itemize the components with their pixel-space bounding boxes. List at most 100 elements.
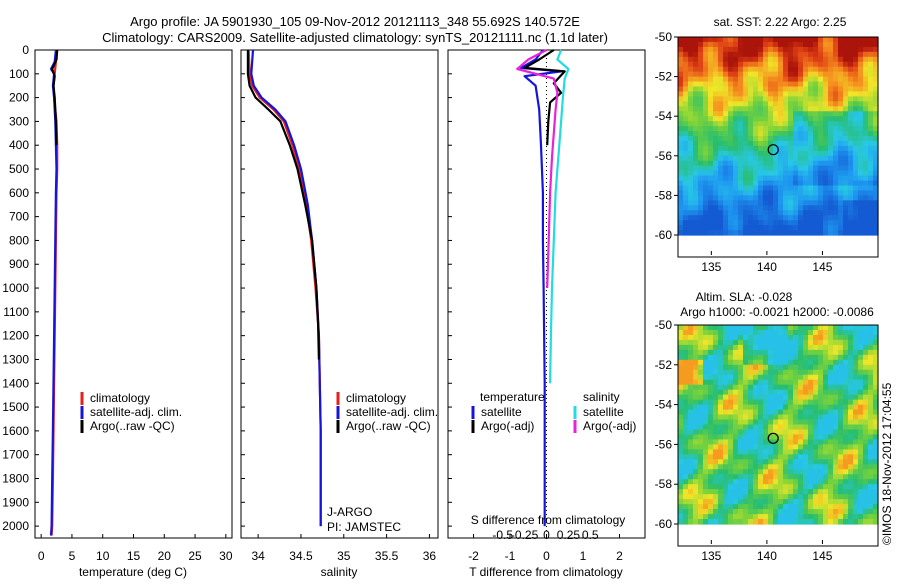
- heatmap-cell: [703, 499, 709, 505]
- heatmap-cell: [848, 180, 854, 187]
- heatmap-cell: [698, 185, 704, 192]
- heatmap-cell: [783, 434, 789, 441]
- heatmap-cell: [753, 339, 759, 346]
- heatmap-cell: [873, 180, 879, 187]
- heatmap-cell: [808, 66, 814, 73]
- heatmap-cell: [868, 404, 874, 411]
- heatmap-cell: [678, 419, 684, 426]
- heatmap-cell: [848, 220, 854, 226]
- heatmap-cell: [733, 145, 739, 152]
- heatmap-cell: [803, 514, 809, 520]
- heatmap-cell: [723, 86, 729, 93]
- heatmap-cell: [763, 334, 769, 341]
- heatmap-cell: [678, 66, 684, 73]
- heatmap-cell: [713, 46, 719, 53]
- heatmap-cell: [833, 116, 839, 122]
- heatmap-cell: [858, 434, 864, 441]
- heatmap-cell: [688, 106, 694, 112]
- heatmap-cell: [703, 150, 709, 157]
- heatmap-cell: [833, 454, 839, 460]
- heatmap-cell: [783, 329, 789, 336]
- heatmap-cell: [793, 210, 799, 216]
- heatmap-cell: [748, 200, 754, 206]
- heatmap-cell: [793, 140, 799, 147]
- heatmap-cell: [688, 150, 694, 157]
- heatmap-cell: [788, 116, 794, 122]
- heatmap-cell: [743, 519, 749, 525]
- heatmap-cell: [758, 155, 764, 162]
- heatmap-cell: [738, 195, 744, 201]
- heatmap-cell: [723, 374, 729, 381]
- heatmap-cell: [753, 419, 759, 426]
- heatmap-cell: [858, 379, 864, 386]
- heatmap-cell: [803, 379, 809, 386]
- heatmap-cell: [803, 364, 809, 371]
- heatmap-cell: [683, 334, 689, 341]
- heatmap-cell: [728, 344, 734, 351]
- heatmap-cell: [733, 140, 739, 147]
- heatmap-cell: [683, 86, 689, 93]
- heatmap-cell: [868, 230, 874, 236]
- heatmap-cell: [868, 37, 874, 43]
- heatmap-cell: [733, 464, 739, 470]
- heatmap-cell: [813, 165, 819, 172]
- heatmap-cell: [753, 499, 759, 505]
- series-line-argo: [246, 50, 320, 360]
- heatmap-cell: [848, 339, 854, 346]
- heatmap-cell: [843, 215, 849, 221]
- heatmap-cell: [713, 91, 719, 97]
- heatmap-cell: [808, 91, 814, 97]
- depth-tick-label: 1200: [2, 329, 29, 343]
- heatmap-cell: [803, 479, 809, 485]
- heatmap-cell: [803, 37, 809, 43]
- heatmap-cell: [838, 145, 844, 152]
- heatmap-cell: [868, 409, 874, 416]
- heatmap-cell: [768, 419, 774, 426]
- heatmap-cell: [848, 71, 854, 78]
- heatmap-cell: [783, 334, 789, 341]
- heatmap-cell: [703, 136, 709, 142]
- heatmap-cell: [768, 339, 774, 346]
- heatmap-cell: [758, 354, 764, 361]
- heatmap-cell: [793, 419, 799, 426]
- heatmap-cell: [773, 329, 779, 336]
- figure-title-line2: Climatology: CARS2009. Satellite-adjuste…: [102, 30, 608, 45]
- heatmap-cell: [778, 160, 784, 167]
- heatmap-cell: [703, 339, 709, 346]
- heatmap-cell: [703, 165, 709, 172]
- heatmap-cell: [813, 66, 819, 73]
- heatmap-cell: [763, 185, 769, 192]
- heatmap-cell: [763, 150, 769, 157]
- heatmap-cell: [763, 449, 769, 455]
- map-x-tick-label: 135: [701, 260, 721, 274]
- heatmap-cell: [718, 364, 724, 371]
- heatmap-cell: [683, 514, 689, 520]
- heatmap-cell: [828, 474, 834, 480]
- heatmap-cell: [848, 140, 854, 147]
- heatmap-cell: [698, 51, 704, 58]
- heatmap-cell: [818, 449, 824, 455]
- heatmap-cell: [833, 71, 839, 78]
- heatmap-cell: [853, 71, 859, 78]
- heatmap-cell: [718, 344, 724, 351]
- heatmap-cell: [858, 389, 864, 396]
- heatmap-cell: [863, 106, 869, 112]
- heatmap-cell: [843, 434, 849, 441]
- heatmap-cell: [728, 484, 734, 490]
- heatmap-cell: [858, 444, 864, 450]
- heatmap-cell: [858, 190, 864, 196]
- heatmap-cell: [818, 101, 824, 107]
- heatmap-cell: [733, 339, 739, 346]
- heatmap-cell: [688, 71, 694, 78]
- heatmap-cell: [693, 106, 699, 112]
- heatmap-cell: [703, 519, 709, 525]
- heatmap-cell: [678, 494, 684, 500]
- heatmap-cell: [783, 354, 789, 361]
- heatmap-cell: [828, 384, 834, 391]
- secondary-x-tick-label: 0.25: [557, 528, 581, 542]
- heatmap-cell: [693, 140, 699, 147]
- heatmap-cell: [728, 369, 734, 376]
- heatmap-cell: [728, 499, 734, 505]
- heatmap-cell: [738, 46, 744, 53]
- heatmap-cell: [818, 136, 824, 142]
